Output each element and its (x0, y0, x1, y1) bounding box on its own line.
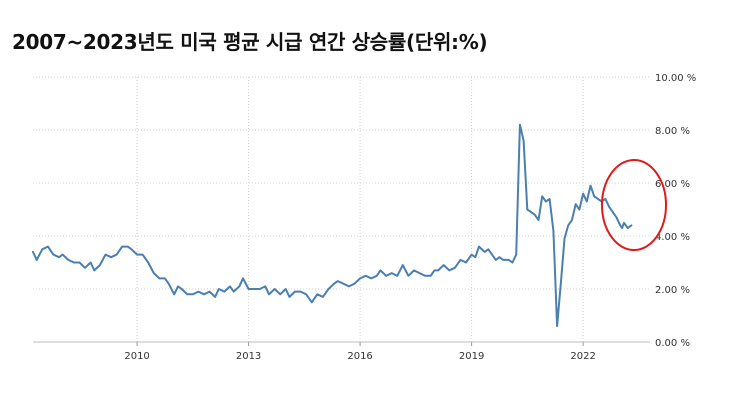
x-tick-label: 2010 (124, 351, 149, 362)
x-tick-label: 2019 (459, 351, 484, 362)
x-tick-label: 2016 (347, 351, 372, 362)
y-tick-label: 4.00 % (655, 232, 690, 243)
x-tick-label: 2022 (570, 351, 595, 362)
axes (33, 341, 650, 346)
series-line (32, 123, 633, 328)
y-tick-labels: 0.00 % 2.00 % 4.00 % 6.00 % 8.00 % 10.00 % (655, 73, 696, 349)
x-tick-label: 2013 (236, 351, 261, 362)
series-layer (32, 123, 633, 328)
x-tick-labels: 2010 2013 2016 2019 2022 (124, 351, 595, 362)
chart-title: 2007~2023년도 미국 평균 시급 연간 상승률(단위:%) (12, 30, 488, 54)
y-tick-label: 6.00 % (655, 179, 690, 190)
highlight-circle (601, 159, 667, 251)
y-tick-label: 10.00 % (655, 73, 696, 84)
y-tick-label: 0.00 % (655, 338, 690, 349)
y-tick-label: 2.00 % (655, 285, 690, 296)
y-tick-label: 8.00 % (655, 126, 690, 137)
grid-lines (33, 76, 650, 343)
